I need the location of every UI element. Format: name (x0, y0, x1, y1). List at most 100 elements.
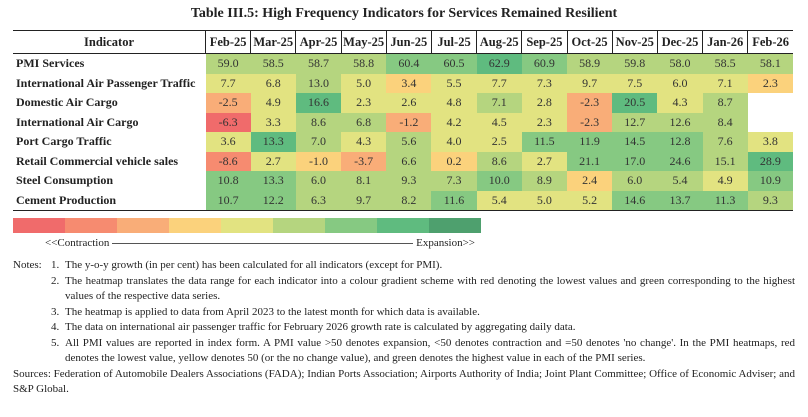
heatmap-cell: 59.8 (612, 53, 658, 74)
heatmap-cell: 4.0 (431, 132, 477, 152)
heatmap-cell: 8.7 (702, 93, 748, 113)
heatmap-cell: 13.7 (657, 190, 703, 211)
heatmap-cell: -2.3 (567, 112, 613, 132)
table-row: Cement Production 10.7 12.2 6.3 9.7 8.2 11.6 5.… (13, 190, 793, 211)
heatmap-cell: 9.3 (747, 190, 793, 211)
table-row: Retail Commercial vehicle sales -8.6 2.7 -1… (13, 151, 793, 171)
heatmap-cell: 13.3 (250, 132, 296, 152)
heatmap-cell: 7.1 (702, 73, 748, 93)
indicator-label: Cement Production (13, 190, 206, 211)
legend-swatch (117, 218, 169, 233)
legend-swatch (221, 218, 273, 233)
note-text: The heatmap is applied to data from Apri… (65, 305, 480, 318)
heatmap-cell: 58.5 (250, 53, 296, 74)
heatmap-cell: 17.0 (612, 151, 658, 171)
heatmap-cell: 20.5 (612, 93, 658, 113)
heatmap-cell: 7.0 (295, 132, 342, 152)
heatmap-cell: 7.3 (521, 73, 567, 93)
note-item: 4. The data on international air passenge… (13, 320, 795, 336)
header-indicator: Indicator (13, 30, 206, 54)
header-row: Indicator Feb-25 Mar-25 Apr-25 May-25 Jun-25… (13, 30, 793, 54)
heatmap-cell: -6.3 (205, 112, 251, 132)
heatmap-cell: 6.6 (386, 151, 432, 171)
heatmap-cell: 3.6 (205, 132, 251, 152)
note-text: The y-o-y growth (in per cent) has been … (65, 259, 443, 271)
notes: Notes: 1. The y-o-y growth (in per cent) h… (13, 258, 795, 398)
heatmap-cell: 58.5 (702, 53, 748, 74)
note-item: 3. The heatmap is applied to data from Ap… (13, 305, 795, 321)
indicator-label: Port Cargo Traffic (16, 134, 112, 149)
table-row: International Air Passenger Traffic 7.7 6.… (13, 73, 793, 93)
table-row: PMI Services 59.0 58.5 58.7 58.8 60.4 60.5 62.9… (13, 53, 793, 74)
header-month: Oct-25 (566, 30, 613, 54)
heatmap-cell: 7.7 (476, 73, 522, 93)
heatmap-cell: 9.3 (386, 171, 432, 191)
heatmap-table: Indicator Feb-25 Mar-25 Apr-25 May-25 Jun-25… (13, 30, 793, 211)
heatmap-cell: 14.6 (612, 190, 658, 211)
heatmap-cell: 4.2 (431, 112, 477, 132)
heatmap-cell: 2.6 (386, 93, 432, 113)
heatmap-cell: 8.2 (386, 190, 432, 211)
heatmap-cell: 6.3 (295, 190, 342, 211)
header-month: Aug-25 (476, 30, 522, 54)
legend-swatch (273, 218, 325, 233)
note-number: 2. (51, 274, 60, 287)
table-row: Port Cargo Traffic 3.6 13.3 7.0 4.3 5.6 4.0 2.5… (13, 132, 793, 152)
note-item: 5. All PMI values are reported in index f… (13, 336, 795, 367)
notes-label (13, 336, 51, 367)
header-month: Sep-25 (521, 30, 567, 54)
header-month: Feb-26 (747, 30, 793, 54)
heatmap-cell: 12.6 (657, 112, 703, 132)
heatmap-cell: 10.7 (205, 190, 251, 211)
indicator-label: Steel Consumption (16, 173, 114, 188)
heatmap-cell: 16.6 (295, 93, 342, 113)
header-month: Jun-25 (385, 30, 432, 54)
heatmap-cell: 21.1 (567, 151, 613, 171)
notes-label (13, 320, 51, 336)
legend-swatch (169, 218, 221, 233)
note-text: The heatmap translates the data range fo… (65, 274, 795, 303)
note-text: All PMI values are reported in index for… (65, 336, 795, 365)
table-row: International Air Cargo -6.3 3.3 8.6 6.8 -1.2… (13, 112, 793, 133)
legend-dash (112, 242, 414, 244)
notes-label: Notes: (13, 259, 42, 271)
heatmap-cell: 2.5 (476, 132, 522, 152)
notes-label (13, 305, 51, 321)
legend-swatch (325, 218, 377, 233)
heatmap-cell: 12.2 (250, 190, 296, 211)
heatmap-cell: 9.7 (567, 73, 613, 93)
heatmap-cell: 5.0 (341, 73, 387, 93)
heatmap-cell: 60.5 (431, 53, 477, 74)
heatmap-cell: 0.2 (431, 151, 477, 171)
heatmap-cell: 7.7 (205, 73, 251, 93)
heatmap-cell: 58.9 (567, 53, 613, 74)
header-month: May-25 (340, 30, 387, 54)
header-month: Feb-25 (204, 30, 251, 54)
heatmap-cell: 11.5 (521, 132, 567, 152)
heatmap-cell: 2.7 (521, 151, 567, 171)
legend-labels: <<Contraction Expansion>> (45, 237, 475, 249)
heatmap-cell: 13.3 (250, 171, 296, 191)
heatmap-cell: 5.6 (386, 132, 432, 152)
heatmap-cell: 60.4 (386, 53, 432, 74)
legend-swatch (13, 218, 65, 233)
heatmap-cell: 10.9 (747, 171, 793, 191)
heatmap-cell: 2.3 (521, 112, 567, 132)
heatmap-cell: 11.3 (702, 190, 748, 211)
heatmap-cell: 28.9 (747, 151, 793, 171)
heatmap-cell (748, 113, 793, 133)
heatmap-cell: 9.7 (341, 190, 387, 211)
heatmap-cell: 5.0 (521, 190, 567, 211)
table-title: Table III.5: High Frequency Indicators f… (190, 6, 618, 21)
note-text: The data on international air passenger … (65, 321, 576, 333)
heatmap-cell: 4.3 (657, 93, 703, 113)
header-month: Mar-25 (250, 30, 296, 54)
note-number: 5. (51, 336, 60, 349)
heatmap-cell (748, 93, 793, 113)
legend-contraction: <<Contraction (45, 237, 110, 249)
heatmap-cell: 10.8 (205, 171, 251, 191)
heatmap-cell: 11.9 (567, 132, 613, 152)
heatmap-cell: -8.6 (205, 151, 251, 171)
heatmap-cell: 4.9 (702, 171, 748, 191)
heatmap-cell: 11.6 (431, 190, 477, 211)
